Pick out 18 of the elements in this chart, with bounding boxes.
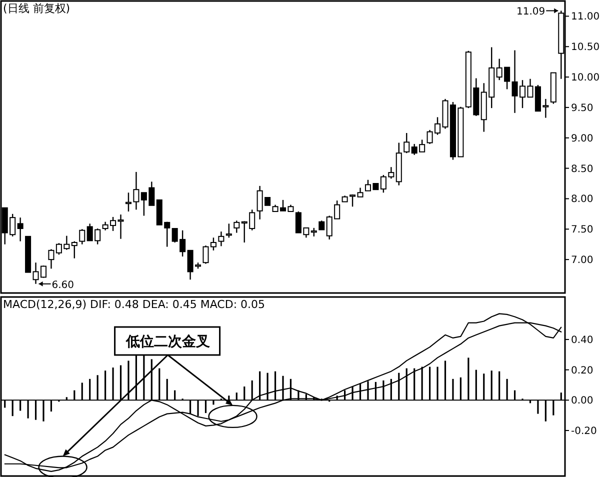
chart-title: MACD(12,26,9) DIF: 0.48 DEA: 0.45 MACD: 0.05 bbox=[3, 298, 266, 311]
y-tick-label: -0.20 bbox=[571, 426, 597, 437]
y-tick-label: 10.50 bbox=[571, 42, 600, 54]
y-tick-label: 0.00 bbox=[571, 396, 594, 407]
y-tick-label: 0.20 bbox=[571, 365, 594, 376]
y-tick-label: 0.40 bbox=[571, 334, 594, 346]
y-tick-label: 9.50 bbox=[571, 102, 594, 114]
y-tick-label: 10.00 bbox=[571, 72, 600, 84]
y-tick-label: 7.50 bbox=[571, 224, 594, 236]
y-tick-label: 11.00 bbox=[571, 12, 600, 23]
y-tick-label: 9.00 bbox=[571, 133, 594, 144]
chart-title: (日线 前复权) bbox=[3, 2, 70, 15]
annotation: 11.09 bbox=[516, 6, 546, 18]
annotation: 6.60 bbox=[52, 280, 74, 291]
annotation: 低位二次金叉 bbox=[124, 334, 210, 350]
y-tick-label: 7.00 bbox=[571, 255, 594, 266]
y-tick-label: 8.50 bbox=[571, 164, 594, 175]
y-tick-label: 8.00 bbox=[571, 194, 594, 206]
